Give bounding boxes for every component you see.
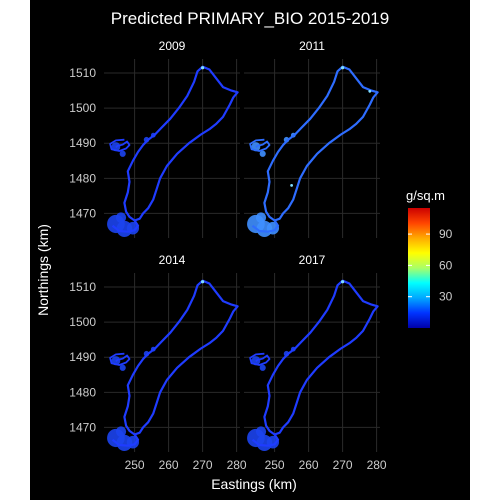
x-tick-label: 250	[125, 458, 145, 472]
hotspot	[290, 183, 293, 187]
facet-label: 2009	[159, 39, 186, 53]
reef-patch	[115, 212, 127, 223]
y-tick-label: 1500	[69, 315, 96, 329]
facet-label: 2014	[159, 253, 186, 267]
legend-tick-label: 60	[439, 258, 453, 272]
y-tick-label: 1470	[69, 420, 96, 434]
reef-patch	[255, 426, 267, 437]
hotspot	[368, 89, 372, 93]
y-tick-label: 1470	[69, 206, 96, 220]
hotspot	[341, 66, 345, 70]
colorbar	[408, 208, 430, 328]
coastline	[111, 65, 239, 233]
hotspot	[201, 66, 205, 70]
colorbar-legend: g/sq.m 30 60 90	[406, 188, 453, 328]
reef-patch	[259, 364, 266, 371]
x-tick-label: 250	[265, 458, 285, 472]
x-axis-label: Eastings (km)	[211, 476, 297, 492]
y-tick-label: 1490	[69, 350, 96, 364]
legend-title: g/sq.m	[406, 188, 445, 203]
y-tick-label: 1480	[69, 385, 96, 399]
x-tick-label: 280	[367, 458, 387, 472]
reef-patch	[119, 364, 126, 371]
legend-ticks: 30 60 90	[408, 227, 453, 304]
y-tick-label: 1490	[69, 136, 96, 150]
peninsula-coast	[249, 138, 271, 152]
x-tick-label: 280	[227, 458, 247, 472]
reef-patch	[255, 212, 267, 223]
facet-label: 2017	[299, 253, 326, 267]
facet-panel: 2011	[244, 39, 380, 238]
y-tick-label: 1510	[69, 280, 96, 294]
peninsula-coast	[249, 352, 271, 366]
facet-panel: 2017 250 260 270 280	[244, 253, 387, 472]
x-tick-label: 270	[333, 458, 353, 472]
peninsula-coast	[109, 352, 131, 366]
y-tick-label: 1510	[69, 66, 96, 80]
x-tick-label: 260	[299, 458, 319, 472]
hotspot	[201, 280, 205, 284]
y-axis-label: Northings (km)	[35, 224, 51, 316]
facet-panels: 2009 1470 1480 1490 1500 1510 2011 2014 1470 1480…	[69, 39, 387, 472]
coastline	[251, 65, 379, 233]
hotspot	[341, 280, 345, 284]
plot-background	[30, 0, 470, 500]
reef-patch	[115, 426, 127, 437]
facet-panel: 2014 1470 1480 1490 1500 1510 250 260 270 280	[69, 253, 247, 472]
reef-patch	[119, 150, 126, 157]
y-tick-label: 1480	[69, 171, 96, 185]
x-tick-label: 260	[159, 458, 179, 472]
coastline	[251, 279, 379, 447]
facet-label: 2011	[299, 39, 325, 53]
chart-title: Predicted PRIMARY_BIO 2015-2019	[111, 9, 389, 28]
legend-tick-label: 30	[439, 290, 453, 304]
facet-panel: 2009 1470 1480 1490 1500 1510	[69, 39, 240, 238]
coastline	[111, 279, 239, 447]
y-tick-label: 1500	[69, 101, 96, 115]
x-tick-label: 270	[193, 458, 213, 472]
legend-tick-label: 90	[439, 227, 453, 241]
peninsula-coast	[109, 138, 131, 152]
reef-patch	[259, 150, 266, 157]
